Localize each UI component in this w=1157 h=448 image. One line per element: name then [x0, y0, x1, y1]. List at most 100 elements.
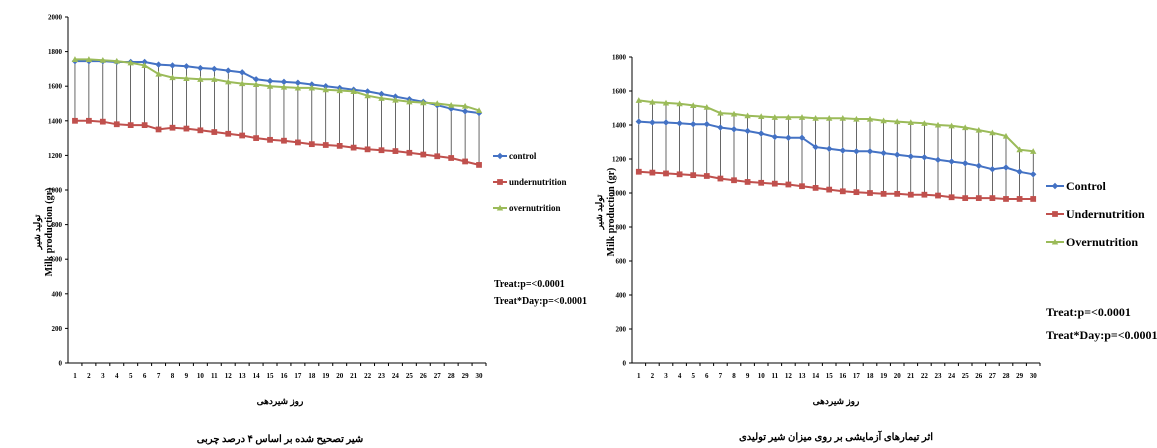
data-point-overnutrition	[880, 117, 887, 124]
data-point-control	[266, 77, 274, 85]
stat-annotation: Treat:p=<0.0001	[1046, 305, 1131, 319]
x-tick-label: 27	[989, 372, 997, 380]
y-tick-label: 0	[623, 360, 627, 368]
legend-marker	[497, 179, 503, 185]
x-tick-label: 11	[211, 372, 218, 380]
y-tick-label: 1600	[612, 88, 627, 96]
y-tick-label: 600	[616, 258, 627, 266]
data-point-control	[703, 120, 710, 128]
data-point-undernutrition	[183, 125, 190, 132]
data-point-undernutrition	[476, 162, 482, 168]
data-point-overnutrition	[785, 114, 792, 120]
data-point-overnutrition	[378, 95, 385, 101]
data-point-undernutrition	[649, 169, 656, 176]
data-point-undernutrition	[975, 195, 982, 201]
data-point-undernutrition	[86, 117, 92, 124]
data-point-control	[169, 62, 176, 69]
data-point-overnutrition	[447, 102, 455, 108]
data-point-undernutrition	[935, 192, 941, 199]
data-point-undernutrition	[635, 168, 642, 175]
data-point-undernutrition	[225, 130, 232, 137]
data-point-control	[183, 63, 190, 70]
data-point-undernutrition	[744, 179, 751, 185]
data-point-undernutrition	[907, 191, 914, 198]
data-point-undernutrition	[378, 147, 385, 154]
y-tick-label: 200	[616, 326, 627, 334]
x-tick-label: 30	[1030, 372, 1038, 380]
data-point-control	[758, 130, 765, 137]
data-point-overnutrition	[322, 86, 329, 93]
y-tick-label: 1800	[612, 54, 627, 62]
data-point-overnutrition	[717, 109, 724, 116]
data-point-control	[211, 65, 218, 73]
y-tick-label: 200	[52, 325, 63, 333]
data-point-undernutrition	[253, 135, 259, 141]
data-point-control	[853, 148, 860, 155]
data-point-overnutrition	[771, 114, 778, 120]
y-tick-label: 1400	[612, 122, 627, 130]
data-point-undernutrition	[113, 121, 120, 128]
data-point-overnutrition	[71, 56, 79, 62]
data-point-control	[1002, 164, 1010, 171]
data-point-undernutrition	[758, 179, 765, 186]
data-point-overnutrition	[962, 124, 969, 131]
x-tick-label: 25	[406, 372, 414, 380]
x-tick-label: 6	[705, 372, 709, 380]
data-point-overnutrition	[252, 81, 260, 88]
data-point-undernutrition	[690, 172, 697, 179]
data-point-overnutrition	[113, 57, 120, 64]
data-point-control	[948, 158, 955, 165]
legend-label: Control	[1066, 179, 1106, 193]
x-tick-label: 2	[651, 372, 655, 380]
data-point-overnutrition	[211, 76, 218, 82]
data-point-control	[921, 154, 928, 161]
y-tick-label: 400	[616, 292, 627, 300]
data-point-overnutrition	[99, 57, 107, 63]
x-tick-label: 8	[171, 372, 175, 380]
data-point-overnutrition	[475, 107, 483, 113]
data-point-control	[866, 148, 874, 155]
y-tick-label: 1800	[48, 48, 63, 56]
x-tick-label: 29	[1016, 372, 1024, 380]
data-point-control	[378, 90, 385, 98]
data-point-overnutrition	[690, 102, 697, 109]
data-point-overnutrition	[826, 115, 833, 121]
x-tick-label: 15	[267, 372, 275, 380]
x-tick-label: 26	[975, 372, 983, 380]
data-point-undernutrition	[1016, 196, 1023, 202]
data-point-undernutrition	[72, 117, 78, 124]
data-point-overnutrition	[635, 97, 642, 103]
data-point-control	[744, 127, 751, 135]
x-tick-label: 14	[253, 372, 261, 380]
data-point-overnutrition	[703, 103, 710, 110]
data-point-undernutrition	[731, 177, 737, 184]
x-tick-label: 9	[185, 372, 189, 380]
y-axis-label-en: Milk production (gr)	[44, 188, 55, 277]
x-tick-label: 27	[434, 372, 442, 380]
data-point-undernutrition	[420, 151, 427, 158]
data-point-overnutrition	[364, 92, 371, 99]
data-point-undernutrition	[336, 143, 343, 149]
data-point-undernutrition	[127, 122, 134, 129]
data-point-control	[635, 118, 642, 125]
data-point-overnutrition	[266, 83, 274, 89]
data-point-control	[197, 64, 204, 72]
data-point-overnutrition	[225, 78, 232, 85]
data-point-overnutrition	[812, 115, 819, 121]
data-point-control	[1030, 171, 1037, 178]
data-point-control	[798, 134, 806, 141]
x-tick-label: 2	[87, 372, 91, 380]
legend-marker	[1051, 182, 1059, 190]
x-tick-label: 11	[771, 372, 778, 380]
data-point-overnutrition	[461, 102, 469, 109]
data-point-control	[238, 69, 246, 76]
data-point-control	[1016, 168, 1023, 175]
y-tick-label: 1000	[612, 190, 627, 198]
data-point-control	[280, 78, 288, 86]
data-point-undernutrition	[392, 148, 399, 154]
y-axis-label-en: Milk production (gr)	[606, 168, 617, 257]
y-tick-label: 1000	[48, 187, 63, 195]
x-tick-label: 16	[280, 372, 288, 380]
data-point-undernutrition	[448, 155, 455, 161]
data-point-overnutrition	[907, 119, 914, 126]
